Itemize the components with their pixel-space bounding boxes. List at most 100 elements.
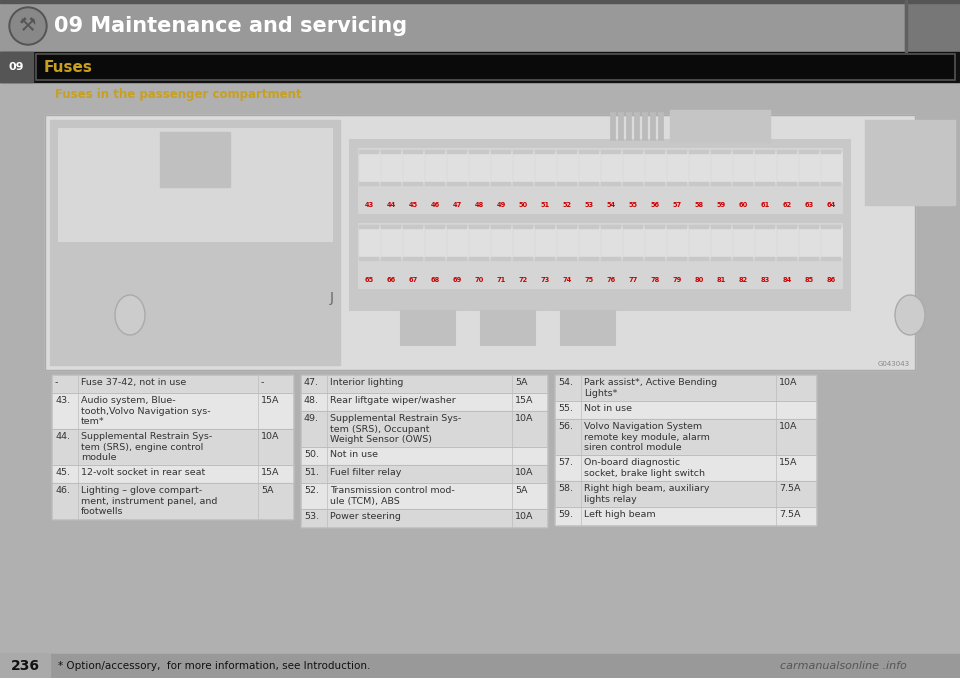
Bar [535, 150, 555, 154]
Bar [358, 148, 842, 213]
Bar [667, 150, 687, 154]
Bar [601, 227, 621, 257]
Bar [645, 182, 665, 186]
Text: 5A: 5A [261, 486, 274, 495]
Bar [424, 152, 445, 182]
Bar [301, 411, 547, 447]
Text: 55.: 55. [558, 404, 573, 413]
Text: 10A: 10A [779, 422, 798, 431]
Text: 49: 49 [496, 202, 506, 208]
Bar [667, 182, 687, 186]
Text: 73: 73 [540, 277, 550, 283]
Bar [36, 54, 955, 80]
Bar [642, 112, 647, 140]
Bar [777, 150, 797, 154]
Text: 77: 77 [629, 277, 637, 283]
Bar [732, 227, 754, 257]
Bar [403, 257, 423, 261]
Bar [688, 227, 709, 257]
Text: 69: 69 [452, 277, 462, 283]
Text: 54.: 54. [558, 378, 573, 387]
Bar [447, 257, 467, 261]
Bar [535, 182, 555, 186]
Text: 48: 48 [474, 202, 484, 208]
Text: 64: 64 [827, 202, 835, 208]
Bar [645, 150, 665, 154]
Bar [535, 152, 556, 182]
Bar [821, 152, 842, 182]
Bar [623, 150, 643, 154]
Bar [301, 509, 547, 527]
Text: 59.: 59. [558, 510, 573, 519]
Bar [359, 182, 379, 186]
Bar [535, 227, 556, 257]
Bar [301, 483, 547, 509]
Bar [777, 225, 797, 229]
Bar [733, 225, 753, 229]
Bar [799, 182, 819, 186]
Bar [52, 375, 293, 393]
Bar [358, 152, 379, 182]
Bar [52, 429, 293, 465]
Text: 85: 85 [804, 277, 813, 283]
Bar [732, 152, 754, 182]
Text: 75: 75 [585, 277, 593, 283]
Bar [689, 182, 709, 186]
Text: 51: 51 [540, 202, 549, 208]
Bar [468, 227, 490, 257]
Text: 63: 63 [804, 202, 814, 208]
Bar [555, 375, 816, 401]
Bar [491, 182, 511, 186]
Bar [601, 152, 621, 182]
Bar [446, 152, 468, 182]
Bar [513, 182, 533, 186]
Bar [710, 227, 732, 257]
Bar [650, 112, 655, 140]
Bar [555, 507, 816, 525]
Text: 43: 43 [365, 202, 373, 208]
Text: 70: 70 [474, 277, 484, 283]
Bar [555, 401, 816, 419]
Bar [45, 115, 915, 370]
Text: 10A: 10A [779, 378, 798, 387]
Bar [359, 150, 379, 154]
Text: 10A: 10A [515, 414, 534, 423]
Text: 10A: 10A [515, 468, 534, 477]
Bar [380, 227, 401, 257]
Bar [468, 152, 490, 182]
Bar [733, 150, 753, 154]
Bar [469, 150, 489, 154]
Bar [447, 225, 467, 229]
Text: 46: 46 [430, 202, 440, 208]
Text: 53: 53 [585, 202, 593, 208]
Bar [425, 225, 445, 229]
Bar [711, 150, 731, 154]
Bar [905, 0, 907, 52]
Text: 68: 68 [430, 277, 440, 283]
Bar [579, 225, 599, 229]
Text: 84: 84 [782, 277, 792, 283]
Bar [799, 257, 819, 261]
Text: 79: 79 [672, 277, 682, 283]
Bar [359, 257, 379, 261]
Text: Not in use: Not in use [584, 404, 632, 413]
Text: 12-volt socket in rear seat: 12-volt socket in rear seat [81, 468, 205, 477]
Bar [350, 140, 850, 310]
Bar [733, 257, 753, 261]
Bar [447, 150, 467, 154]
Text: Supplemental Restrain Sys-
tem (SRS), engine control
module: Supplemental Restrain Sys- tem (SRS), en… [81, 432, 212, 462]
Bar [513, 227, 534, 257]
Bar [688, 152, 709, 182]
Bar [301, 483, 547, 509]
Text: 74: 74 [563, 277, 571, 283]
Text: 52.: 52. [304, 486, 319, 495]
Text: 15A: 15A [261, 468, 279, 477]
Bar [447, 182, 467, 186]
Circle shape [11, 9, 45, 43]
Bar [555, 507, 816, 525]
Bar [50, 120, 340, 365]
Bar [469, 182, 489, 186]
Bar [710, 152, 732, 182]
Text: 60: 60 [738, 202, 748, 208]
Bar [799, 152, 820, 182]
